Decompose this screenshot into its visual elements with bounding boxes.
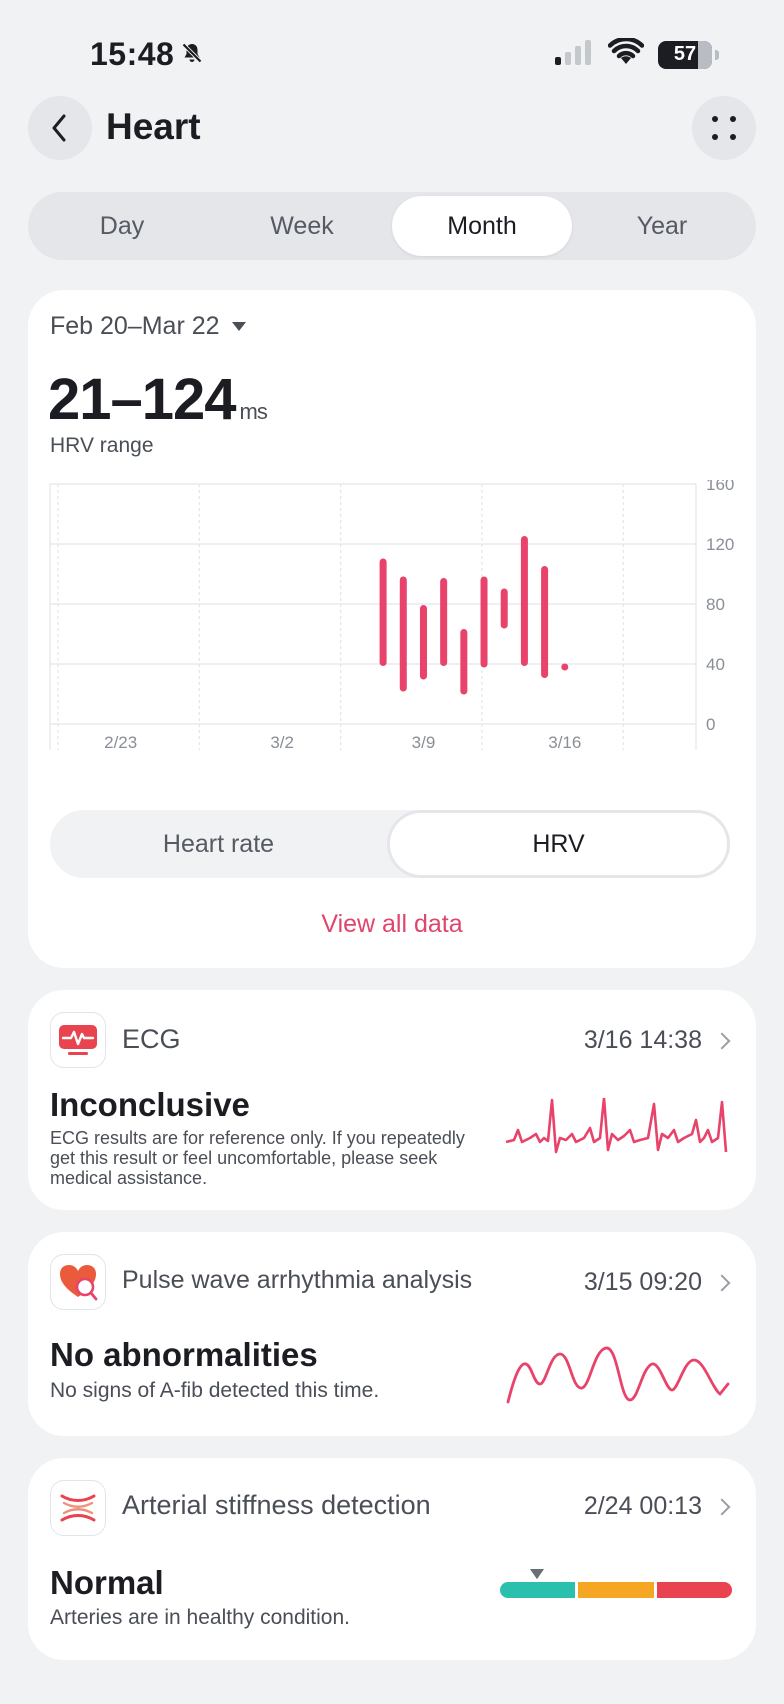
status-time: 15:48 <box>90 36 204 73</box>
y-tick-label: 40 <box>706 655 725 674</box>
x-tick-label: 3/9 <box>412 733 436 752</box>
pulse-result: No abnormalities <box>50 1336 318 1373</box>
ecg-time-text: 3/16 14:38 <box>583 1026 702 1054</box>
page-title: Heart <box>106 106 201 147</box>
hrv-range-value: 21–124 ms <box>48 366 268 433</box>
battery-icon: 57 <box>658 40 719 69</box>
date-range-selector[interactable]: Feb 20–Mar 22 <box>50 312 246 341</box>
pulse-app-icon <box>50 1254 106 1310</box>
x-tick-label: 2/23 <box>104 733 137 752</box>
status-icons: 57 <box>554 36 719 71</box>
metric-toggle: Heart rate HRV <box>50 810 730 878</box>
chevron-right-icon <box>713 1032 731 1049</box>
arterial-description: Arteries are in healthy condition. <box>50 1606 350 1629</box>
ecg-card-time: 3/16 14:38 <box>583 1026 731 1055</box>
signal-icon <box>554 39 594 70</box>
ecg-waveform-graphic <box>506 1098 728 1154</box>
scale-segment <box>578 1582 654 1598</box>
y-tick-label: 0 <box>706 715 715 734</box>
scale-marker-icon <box>527 1567 548 1582</box>
status-time-text: 15:48 <box>90 36 175 72</box>
date-range-label: Feb 20–Mar 22 <box>50 312 220 340</box>
pulse-description: No signs of A-fib detected this time. <box>50 1379 380 1402</box>
hrv-card: Feb 20–Mar 22 21–124 ms HRV range 0 40 80 1… <box>28 290 756 968</box>
pulse-card-time: 3/15 09:20 <box>583 1268 731 1297</box>
pulse-waveform-graphic <box>506 1346 730 1404</box>
hrv-range-number: 21–124 <box>48 367 237 432</box>
stiffness-scale-bar <box>500 1582 732 1598</box>
caret-down-icon <box>231 322 246 331</box>
ecg-description: ECG results are for reference only. If y… <box>50 1128 465 1188</box>
more-dots-icon <box>712 116 736 140</box>
toggle-hrv[interactable]: HRV <box>387 810 730 878</box>
chevron-right-icon <box>713 1274 731 1291</box>
arterial-card-title: Arterial stiffness detection <box>122 1490 431 1520</box>
period-tabs: Day Week Month Year <box>28 192 756 260</box>
wifi-icon <box>607 36 645 71</box>
scale-segment <box>500 1582 576 1598</box>
bell-muted-icon <box>180 36 204 73</box>
battery-level: 57 <box>673 43 697 65</box>
arterial-time-text: 2/24 00:13 <box>583 1492 702 1520</box>
tab-day[interactable]: Day <box>99 211 145 240</box>
arterial-card-time: 2/24 00:13 <box>583 1492 731 1521</box>
x-tick-label: 3/16 <box>548 733 581 752</box>
ecg-card-title: ECG <box>122 1024 181 1054</box>
pulse-card-title: Pulse wave arrhythmia analysis <box>122 1266 473 1294</box>
pulse-wave-card[interactable]: Pulse wave arrhythmia analysis 3/15 09:2… <box>28 1232 756 1436</box>
y-tick-label: 160 <box>706 480 734 494</box>
pulse-time-text: 3/15 09:20 <box>583 1268 702 1296</box>
toggle-heart-rate[interactable]: Heart rate <box>162 829 275 858</box>
ecg-card[interactable]: ECG 3/16 14:38 Inconclusive ECG results … <box>28 990 756 1210</box>
y-tick-label: 120 <box>706 535 734 554</box>
hrv-range-label: HRV range <box>50 434 154 457</box>
back-button[interactable] <box>28 96 92 160</box>
hrv-range-unit: ms <box>239 399 268 424</box>
scale-segment <box>656 1582 732 1598</box>
stiffness-scale <box>500 1567 732 1598</box>
tab-month[interactable]: Month <box>392 196 572 256</box>
hrv-point <box>561 663 569 671</box>
hrv-chart[interactable]: 0 40 80 120 160 2/23 3/2 3/9 3/16 <box>28 480 756 790</box>
more-button[interactable] <box>692 96 756 160</box>
chevron-right-icon <box>713 1498 731 1515</box>
tab-week[interactable]: Week <box>270 211 334 240</box>
arterial-result: Normal <box>50 1564 164 1601</box>
x-tick-label: 3/2 <box>270 733 294 752</box>
arterial-app-icon <box>50 1480 106 1536</box>
tab-year[interactable]: Year <box>636 211 688 240</box>
view-all-data-link[interactable]: View all data <box>321 910 463 938</box>
y-tick-label: 80 <box>706 595 725 614</box>
arterial-stiffness-card[interactable]: Arterial stiffness detection 2/24 00:13 … <box>28 1458 756 1660</box>
ecg-app-icon <box>50 1012 106 1068</box>
ecg-result: Inconclusive <box>50 1086 250 1123</box>
chevron-left-icon <box>52 114 66 142</box>
